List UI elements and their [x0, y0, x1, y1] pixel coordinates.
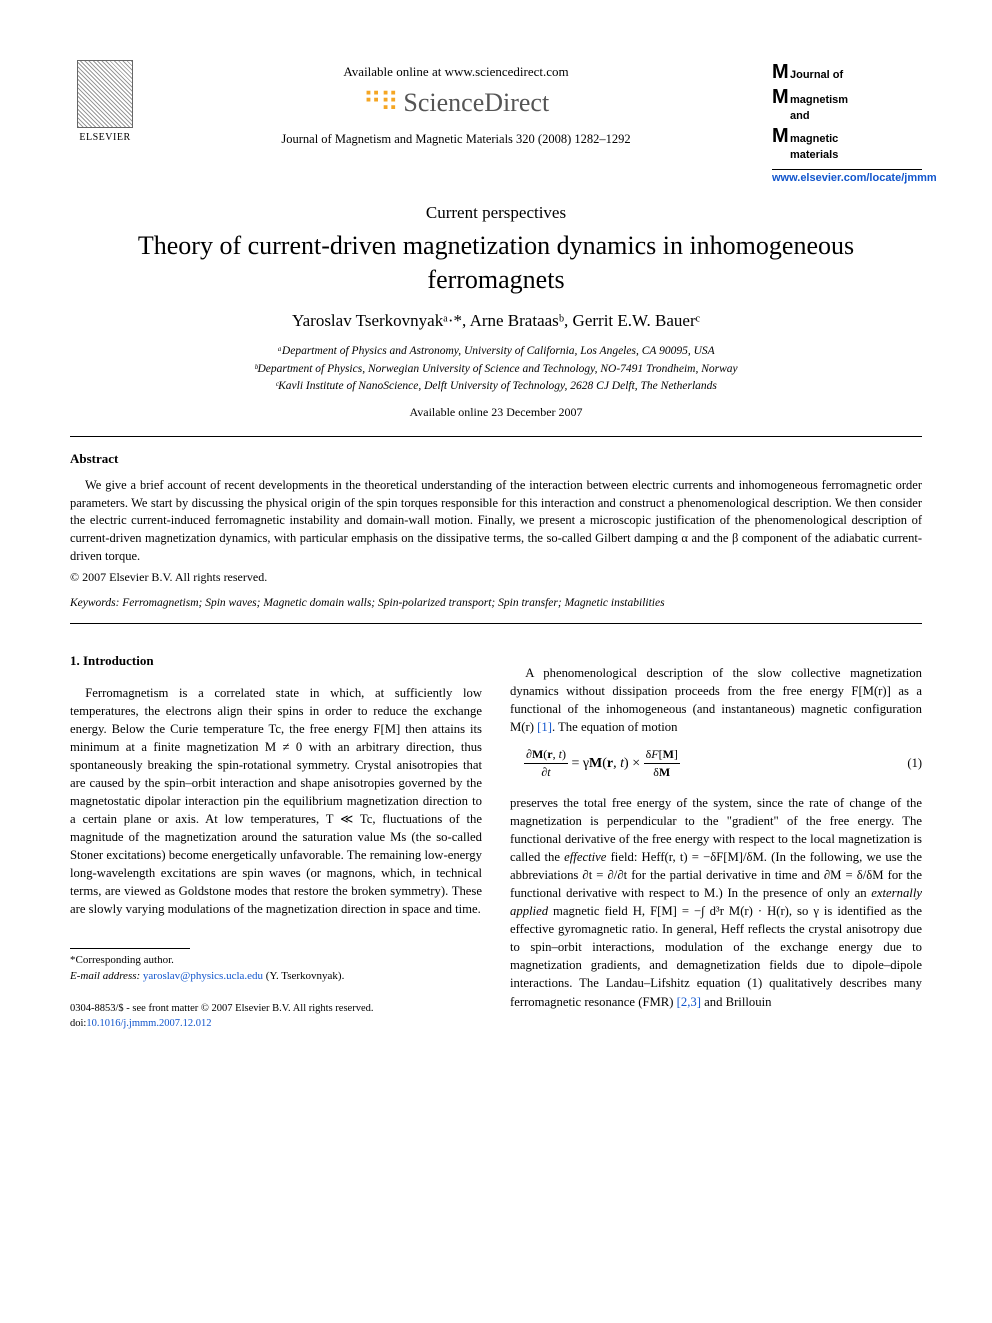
column-left: 1. Introduction Ferromagnetism is a corr…	[70, 652, 482, 1032]
col2-para-1: A phenomenological description of the sl…	[510, 664, 922, 736]
col2-para-2: preserves the total free energy of the s…	[510, 794, 922, 1010]
affiliation-b: ᵇDepartment of Physics, Norwegian Univer…	[70, 361, 922, 378]
available-online-text: Available online at www.sciencedirect.co…	[140, 64, 772, 80]
jl-line-1: magnetism	[790, 94, 848, 106]
sciencedirect-logo: ⠛⠿ ScienceDirect	[140, 88, 772, 118]
article-type: Current perspectives	[70, 203, 922, 223]
doi-block: 0304-8853/$ - see front matter © 2007 El…	[70, 1002, 482, 1031]
jl-line-4: materials	[790, 149, 838, 161]
journal-reference: Journal of Magnetism and Magnetic Materi…	[140, 132, 772, 147]
eq-1-number: (1)	[894, 755, 922, 773]
jl-line-2: and	[790, 110, 810, 122]
abstract: Abstract We give a brief account of rece…	[70, 451, 922, 585]
abstract-heading: Abstract	[70, 451, 922, 467]
keywords-text: Ferromagnetism; Spin waves; Magnetic dom…	[122, 597, 664, 609]
publisher-name: ELSEVIER	[70, 132, 140, 143]
footnote-rule	[70, 948, 190, 949]
affiliation-c: ᶜKavli Institute of NanoScience, Delft U…	[70, 378, 922, 395]
section-1-heading: 1. Introduction	[70, 652, 482, 670]
body-columns: 1. Introduction Ferromagnetism is a corr…	[70, 652, 922, 1032]
center-header: Available online at www.sciencedirect.co…	[140, 60, 772, 147]
corresponding-author: *Corresponding author.	[70, 953, 482, 968]
email-attr: (Y. Tserkovnyak).	[263, 970, 344, 982]
footnotes: *Corresponding author. E-mail address: y…	[70, 953, 482, 984]
authors: Yaroslav Tserkovnyakᵃ·*, Arne Brataasᵇ, …	[70, 311, 922, 331]
online-date: Available online 23 December 2007	[70, 405, 922, 420]
abstract-copyright: © 2007 Elsevier B.V. All rights reserved…	[70, 570, 922, 585]
elsevier-tree-icon	[77, 60, 133, 128]
keywords: Keywords: Ferromagnetism; Spin waves; Ma…	[70, 597, 922, 609]
intro-para-1: Ferromagnetism is a correlated state in …	[70, 684, 482, 918]
doi-label: doi:	[70, 1018, 86, 1029]
rule-bottom	[70, 623, 922, 624]
ref-2-3[interactable]: [2,3]	[677, 995, 701, 1009]
keywords-label: Keywords:	[70, 597, 119, 609]
article-title: Theory of current-driven magnetization d…	[70, 229, 922, 297]
equation-1: ∂M(r, t)∂t = γM(r, t) × δF[M]δM (1)	[510, 746, 922, 781]
doi-link[interactable]: 10.1016/j.jmmm.2007.12.012	[86, 1018, 211, 1029]
affiliation-a: ᵃDepartment of Physics and Astronomy, Un…	[70, 343, 922, 360]
header: ELSEVIER Available online at www.science…	[70, 60, 922, 185]
publisher-logo: ELSEVIER	[70, 60, 140, 143]
sd-dots-icon: ⠛⠿	[363, 88, 397, 117]
rule-top	[70, 436, 922, 437]
journal-logo: MJournal of Mmagnetism and Mmagnetic mat…	[772, 60, 922, 185]
jl-line-0: Journal of	[790, 69, 843, 81]
abstract-text: We give a brief account of recent develo…	[70, 477, 922, 566]
jl-line-3: magnetic	[790, 133, 838, 145]
ref-1[interactable]: [1]	[537, 720, 552, 734]
sd-brand: ScienceDirect	[403, 88, 549, 117]
locate-link[interactable]: www.elsevier.com/locate/jmmm	[772, 172, 922, 186]
email-link[interactable]: yaroslav@physics.ucla.edu	[143, 970, 263, 982]
affiliations: ᵃDepartment of Physics and Astronomy, Un…	[70, 343, 922, 395]
email-label: E-mail address:	[70, 970, 140, 982]
front-matter: 0304-8853/$ - see front matter © 2007 El…	[70, 1002, 482, 1017]
column-right: A phenomenological description of the sl…	[510, 652, 922, 1032]
